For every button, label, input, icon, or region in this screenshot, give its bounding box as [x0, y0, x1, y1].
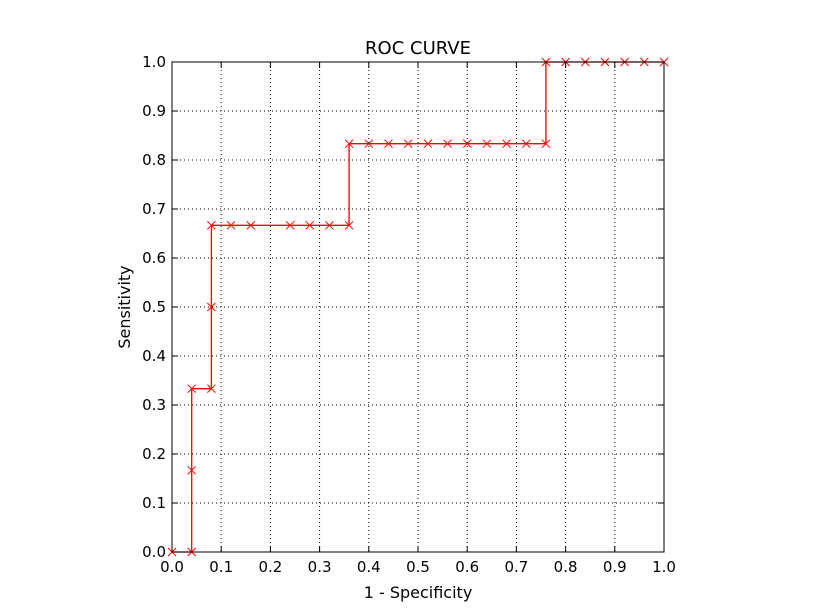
grid: [172, 62, 664, 552]
roc-point-marker: [187, 384, 197, 394]
x-tick-label: 0.4: [357, 558, 381, 576]
y-tick-label: 0.3: [142, 396, 166, 414]
y-tick-label: 0.4: [142, 347, 166, 365]
roc-point-marker: [541, 139, 551, 149]
roc-point-marker: [207, 302, 216, 312]
roc-point-marker: [285, 220, 295, 230]
roc-point-marker: [207, 220, 216, 230]
x-tick-label: 0.9: [603, 558, 627, 576]
x-tick-label: 0.8: [554, 558, 578, 576]
y-tick-label: 0.5: [142, 298, 166, 316]
x-tick-labels: 0.0 0.1 0.2 0.3 0.4 0.5 0.6 0.7 0.8 0.9 1.0: [160, 558, 676, 576]
y-tick-label: 1.0: [142, 53, 166, 71]
roc-point-marker: [187, 465, 197, 475]
y-axis-label: Sensitivity: [115, 265, 134, 348]
roc-point-marker: [207, 384, 216, 394]
x-tick-label: 0.3: [308, 558, 332, 576]
roc-point-marker: [482, 139, 492, 149]
roc-point-marker: [502, 139, 511, 149]
x-tick-label: 0.7: [504, 558, 528, 576]
roc-point-marker: [226, 220, 236, 230]
y-tick-label: 0.9: [142, 102, 166, 120]
y-tick-label: 0.7: [142, 200, 166, 218]
y-tick-label: 0.6: [142, 249, 166, 267]
chart-title: ROC CURVE: [365, 38, 471, 59]
roc-point-marker: [344, 139, 354, 149]
roc-point-marker: [364, 139, 374, 149]
y-tick-label: 0.2: [142, 445, 166, 463]
roc-point-marker: [521, 139, 531, 149]
x-tick-label: 0.1: [209, 558, 233, 576]
roc-point-marker: [305, 220, 315, 230]
y-tick-label: 0.8: [142, 151, 166, 169]
y-tick-labels: 0.0 0.1 0.2 0.3 0.4 0.5 0.6 0.7 0.8 0.9 1.0: [142, 53, 166, 561]
roc-point-marker: [462, 139, 472, 149]
roc-point-marker: [325, 220, 334, 230]
y-tick-label: 0.0: [142, 543, 166, 561]
x-axis-label: 1 - Specificity: [364, 583, 473, 602]
x-tick-label: 0.2: [258, 558, 282, 576]
roc-point-marker: [443, 139, 452, 149]
y-tick-label: 0.1: [142, 494, 166, 512]
roc-point-marker: [423, 139, 433, 149]
roc-point-marker: [246, 220, 256, 230]
roc-point-marker: [384, 139, 393, 149]
roc-point-marker: [344, 220, 354, 230]
x-tick-label: 1.0: [652, 558, 676, 576]
x-tick-label: 0.5: [406, 558, 430, 576]
ticks: [171, 61, 665, 553]
x-tick-label: 0.6: [455, 558, 479, 576]
x-tick-label: 0.0: [160, 558, 184, 576]
roc-point-marker: [403, 139, 413, 149]
